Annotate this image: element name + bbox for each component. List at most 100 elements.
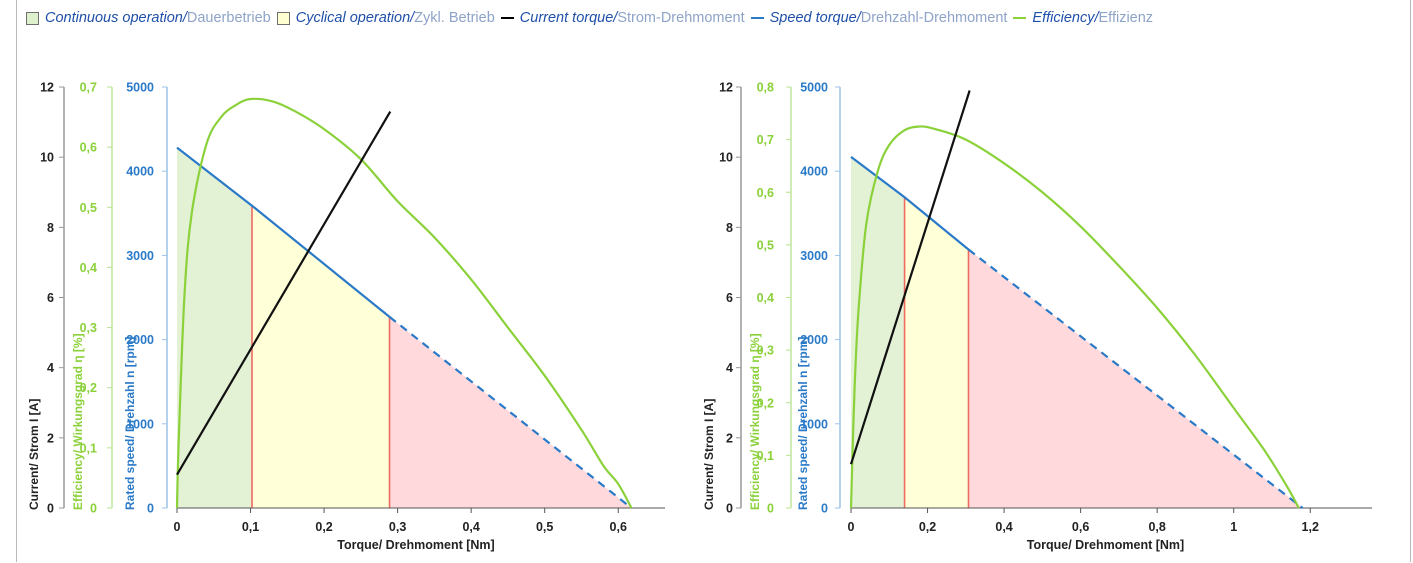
legend-swatch	[26, 11, 39, 25]
speed-tick-label: 3000	[126, 249, 154, 263]
legend: Continuous operation / Dauerbetrieb Cyclic…	[26, 6, 1159, 30]
continuous-region	[851, 156, 905, 509]
efficiency-curve	[175, 97, 633, 509]
x-tick-label: 1,2	[1302, 520, 1319, 534]
x-tick-label: 0	[174, 520, 181, 534]
legend-item: Efficiency / Effizienz	[1013, 10, 1153, 26]
efficiency-tick-label: 0,5	[80, 201, 97, 215]
speed-tick-label: 4000	[800, 165, 828, 179]
x-tick-label: 0,4	[462, 520, 479, 534]
legend-label-de: Drehzahl-Drehmoment	[860, 10, 1008, 26]
current-tick-label: 2	[726, 431, 733, 445]
current-tick-label: 8	[726, 221, 733, 235]
continuous-region	[177, 147, 253, 508]
current-axis-title: Current/ Strom I [A]	[27, 399, 41, 510]
speed-axis-title: Rated speed/ Drehzahl n [rpm]	[796, 337, 810, 510]
speed-tick-label: 5000	[126, 81, 154, 95]
efficiency-tick-label: 0,3	[80, 321, 97, 335]
legend-label-en: Efficiency	[1032, 10, 1095, 26]
legend-label-en: Continuous operation	[45, 10, 183, 26]
cyclical-region	[904, 197, 969, 508]
legend-item: Cyclical operation / Zykl. Betrieb	[276, 10, 495, 26]
chart-panel: 0 0,2 0,4 0,6 0,8 1 1,2 Torque/ Drehmoment [Nm]…	[702, 81, 1372, 552]
speed-tick-label: 0	[821, 502, 828, 516]
chart-panel: 0 0,1 0,2 0,3 0,4 0,5 0,6 Torque/ Drehmoment [N…	[27, 81, 665, 552]
efficiency-tick-label: 0,4	[80, 261, 97, 275]
current-tick-label: 6	[726, 291, 733, 305]
efficiency-tick-label: 0	[767, 502, 774, 516]
x-tick-label: 0,2	[919, 520, 936, 534]
current-tick-label: 0	[47, 502, 54, 516]
legend-item: Current torque / Strom-Drehmoment	[500, 10, 745, 26]
x-tick-label: 0,4	[995, 520, 1012, 534]
speed-tick-label: 0	[147, 502, 154, 516]
current-tick-label: 12	[719, 81, 733, 95]
current-torque-line	[176, 111, 392, 476]
efficiency-tick-label: 0,7	[80, 81, 97, 95]
legend-line-marker	[750, 17, 764, 19]
legend-separator: /	[182, 10, 187, 26]
efficiency-tick-label: 0,8	[757, 81, 774, 95]
efficiency-tick-label: 0,4	[757, 291, 774, 305]
speed-tick-label: 4000	[126, 165, 154, 179]
current-tick-label: 0	[726, 502, 733, 516]
x-tick-label: 0,6	[610, 520, 627, 534]
legend-separator: /	[613, 10, 618, 26]
efficiency-tick-label: 0,2	[757, 396, 774, 410]
legend-separator: /	[1094, 10, 1099, 26]
legend-item: Continuous operation / Dauerbetrieb	[26, 10, 271, 26]
current-tick-label: 4	[47, 361, 54, 375]
efficiency-tick-label: 0,2	[80, 381, 97, 395]
legend-label-de: Strom-Drehmoment	[617, 10, 745, 26]
legend-separator: /	[856, 10, 861, 26]
x-tick-label: 0,1	[242, 520, 259, 534]
chart-frame	[16, 0, 1411, 562]
legend-label-en: Speed torque	[769, 10, 857, 26]
current-tick-label: 4	[726, 361, 733, 375]
legend-label-de: Zykl. Betrieb	[414, 10, 495, 26]
speed-torque-line-dashed	[388, 316, 633, 509]
legend-line-marker	[500, 17, 514, 19]
speed-tick-label: 5000	[800, 81, 828, 95]
efficiency-curve	[849, 125, 1300, 509]
legend-label-en: Current torque	[519, 10, 614, 26]
current-tick-label: 10	[719, 151, 733, 165]
legend-separator: /	[410, 10, 415, 26]
current-tick-label: 6	[47, 291, 54, 305]
x-tick-label: 0,8	[1148, 520, 1165, 534]
speed-tick-label: 3000	[800, 249, 828, 263]
speed-tick-label: 1000	[126, 417, 154, 431]
speed-torque-line-dashed	[967, 248, 1304, 509]
speed-tick-label: 2000	[126, 333, 154, 347]
x-tick-label: 0,5	[536, 520, 553, 534]
x-tick-label: 1	[1230, 520, 1237, 534]
legend-swatch	[276, 11, 290, 25]
current-tick-label: 10	[40, 151, 54, 165]
current-tick-label: 12	[40, 81, 54, 95]
efficiency-tick-label: 0,1	[757, 449, 774, 463]
efficiency-tick-label: 0,5	[757, 238, 774, 252]
speed-tick-label: 2000	[800, 333, 828, 347]
x-tick-label: 0,3	[389, 520, 406, 534]
speed-axis-title: Rated speed/ Drehzahl n [rpm]	[123, 337, 137, 510]
efficiency-tick-label: 0,3	[757, 344, 774, 358]
efficiency-tick-label: 0,7	[757, 133, 774, 147]
efficiency-tick-label: 0,1	[80, 441, 97, 455]
efficiency-tick-label: 0	[90, 502, 97, 516]
legend-item: Speed torque / Drehzahl-Drehmoment	[750, 10, 1008, 26]
current-axis-title: Current/ Strom I [A]	[702, 399, 716, 510]
speed-torque-line	[176, 146, 391, 318]
current-torque-line	[849, 90, 971, 465]
current-tick-label: 8	[47, 221, 54, 235]
efficiency-axis-title: Efficiency/ Wirkungsgrad η [%]	[71, 333, 85, 510]
efficiency-tick-label: 0,6	[80, 141, 97, 155]
cyclical-region	[252, 205, 390, 509]
x-tick-label: 0	[848, 520, 855, 534]
x-axis-title: Torque/ Drehmoment [Nm]	[337, 538, 494, 552]
legend-label-de: Dauerbetrieb	[186, 10, 271, 26]
x-axis-title: Torque/ Drehmoment [Nm]	[1027, 538, 1184, 552]
legend-line-marker	[1013, 17, 1027, 19]
efficiency-tick-label: 0,6	[757, 186, 774, 200]
efficiency-axis-title: Efficiency/ Wirkungsgrad η [%]	[748, 333, 762, 510]
